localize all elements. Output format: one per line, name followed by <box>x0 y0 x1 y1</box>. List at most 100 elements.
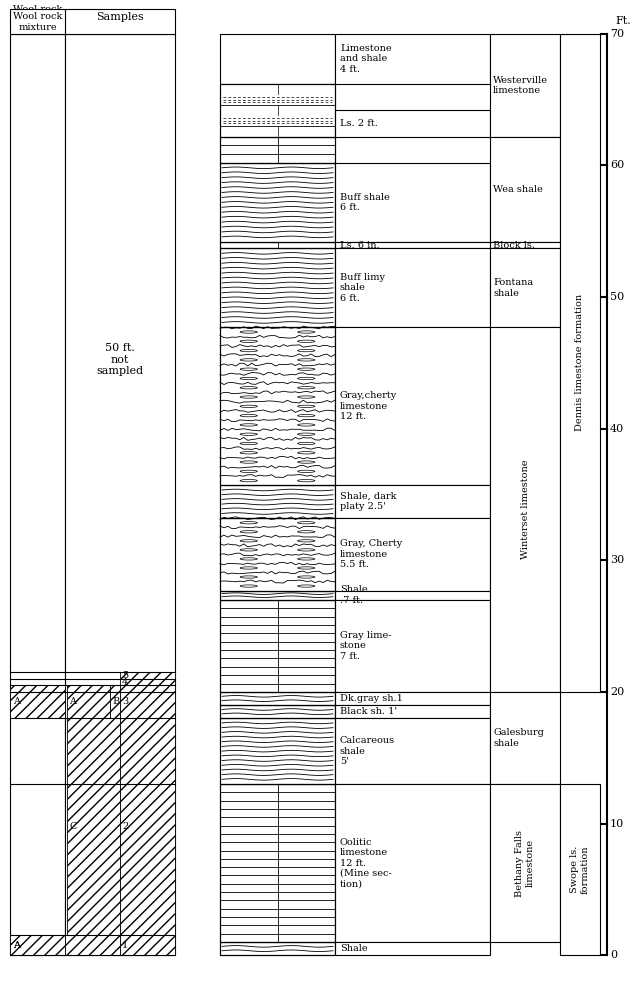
Bar <box>220 941 335 955</box>
Ellipse shape <box>240 341 258 343</box>
Ellipse shape <box>297 522 315 524</box>
Text: Buff limy
shale
6 ft.: Buff limy shale 6 ft. <box>340 273 385 303</box>
Bar <box>220 705 335 719</box>
Bar <box>335 600 490 692</box>
Bar <box>220 692 335 705</box>
Text: Wea shale: Wea shale <box>493 185 543 194</box>
Bar <box>220 328 335 485</box>
Bar <box>220 328 335 485</box>
Ellipse shape <box>240 424 258 426</box>
Text: Ls. 6 in.: Ls. 6 in. <box>340 241 379 249</box>
Bar <box>120 672 175 679</box>
Text: 1: 1 <box>122 940 128 949</box>
Bar <box>10 936 65 955</box>
Bar <box>490 248 560 328</box>
Ellipse shape <box>240 522 258 524</box>
Ellipse shape <box>297 358 315 361</box>
Bar <box>335 518 490 591</box>
Bar <box>335 328 490 485</box>
Ellipse shape <box>297 567 315 569</box>
Ellipse shape <box>297 461 315 463</box>
Ellipse shape <box>240 461 258 463</box>
Ellipse shape <box>297 470 315 472</box>
Text: Westerville
limestone: Westerville limestone <box>493 75 548 95</box>
Bar <box>110 685 120 719</box>
Bar <box>220 248 335 328</box>
Bar <box>220 84 335 137</box>
Bar <box>220 784 335 941</box>
Text: Bethany Falls
limestone: Bethany Falls limestone <box>515 830 535 897</box>
Text: Samples: Samples <box>96 12 144 22</box>
Bar <box>335 692 490 705</box>
Bar <box>335 110 490 137</box>
Bar <box>220 242 335 248</box>
Bar <box>335 242 490 248</box>
Bar <box>335 784 490 941</box>
Text: 3: 3 <box>122 697 128 706</box>
Ellipse shape <box>240 576 258 578</box>
Text: Wool rock
mixture: Wool rock mixture <box>13 12 62 32</box>
Bar <box>220 705 335 719</box>
Text: A: A <box>13 697 20 706</box>
Ellipse shape <box>297 341 315 343</box>
Text: Gray lime-
stone
7 ft.: Gray lime- stone 7 ft. <box>340 631 392 660</box>
Text: A: A <box>13 940 20 949</box>
Bar <box>335 719 490 784</box>
Bar <box>220 591 335 600</box>
Text: Oolitic
limestone
12 ft.
(Mine sec-
tion): Oolitic limestone 12 ft. (Mine sec- tion… <box>340 838 392 888</box>
Text: Calcareous
shale
5': Calcareous shale 5' <box>340 737 395 766</box>
Bar <box>220 248 335 328</box>
Ellipse shape <box>240 548 258 551</box>
Bar <box>335 705 490 719</box>
Bar <box>67 719 120 936</box>
Text: Swope ls.
formation: Swope ls. formation <box>570 845 590 894</box>
Bar <box>10 34 65 955</box>
Bar <box>220 34 335 84</box>
Ellipse shape <box>240 479 258 482</box>
Ellipse shape <box>297 424 315 426</box>
Ellipse shape <box>297 479 315 482</box>
Ellipse shape <box>240 470 258 472</box>
Bar <box>65 936 120 955</box>
Text: 50: 50 <box>610 292 624 302</box>
Bar <box>220 163 335 242</box>
Text: Dk.gray sh.1: Dk.gray sh.1 <box>340 694 403 703</box>
Ellipse shape <box>297 557 315 560</box>
Ellipse shape <box>297 396 315 398</box>
Text: 4: 4 <box>122 677 128 686</box>
Text: Gray, Cherty
limestone
5.5 ft.: Gray, Cherty limestone 5.5 ft. <box>340 540 403 569</box>
Text: Limestone
and shale
4 ft.: Limestone and shale 4 ft. <box>340 44 392 74</box>
Bar <box>335 248 490 328</box>
Ellipse shape <box>240 358 258 361</box>
Bar <box>490 34 560 137</box>
Bar <box>220 941 335 955</box>
Text: A: A <box>13 940 20 949</box>
Bar <box>220 600 335 692</box>
Ellipse shape <box>240 557 258 560</box>
Bar <box>220 784 335 941</box>
Ellipse shape <box>240 451 258 454</box>
Bar <box>220 137 335 163</box>
Text: 0: 0 <box>610 950 617 960</box>
Bar <box>220 518 335 591</box>
Ellipse shape <box>297 443 315 445</box>
Bar <box>335 163 490 242</box>
Ellipse shape <box>297 415 315 417</box>
Bar <box>120 936 175 955</box>
Ellipse shape <box>240 531 258 533</box>
Bar <box>10 936 65 955</box>
Bar <box>67 685 110 719</box>
Text: 50 ft.
not
sampled: 50 ft. not sampled <box>96 343 144 376</box>
Ellipse shape <box>240 396 258 398</box>
Bar <box>120 719 175 936</box>
Text: Galesburg
shale: Galesburg shale <box>493 729 544 747</box>
Bar <box>335 34 490 84</box>
Text: 30: 30 <box>610 555 624 565</box>
Text: Ft.: Ft. <box>615 16 631 26</box>
Bar <box>65 34 175 955</box>
Text: Shale
.7 ft.: Shale .7 ft. <box>340 585 368 605</box>
Text: C: C <box>69 823 76 832</box>
Text: 70: 70 <box>610 29 624 39</box>
Ellipse shape <box>297 405 315 408</box>
Ellipse shape <box>240 386 258 389</box>
